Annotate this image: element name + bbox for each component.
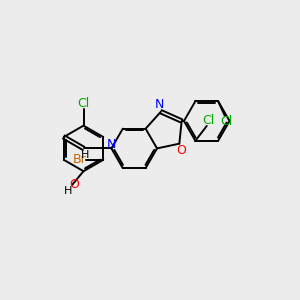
Text: H: H [64,186,72,196]
Text: O: O [176,144,186,157]
Text: O: O [69,178,79,191]
Text: H: H [81,150,89,161]
Text: Br: Br [72,153,86,166]
Text: N: N [107,138,117,151]
Text: N: N [155,98,165,111]
Text: Cl: Cl [77,97,90,110]
Text: Cl: Cl [202,114,214,127]
Text: Cl: Cl [220,115,233,128]
